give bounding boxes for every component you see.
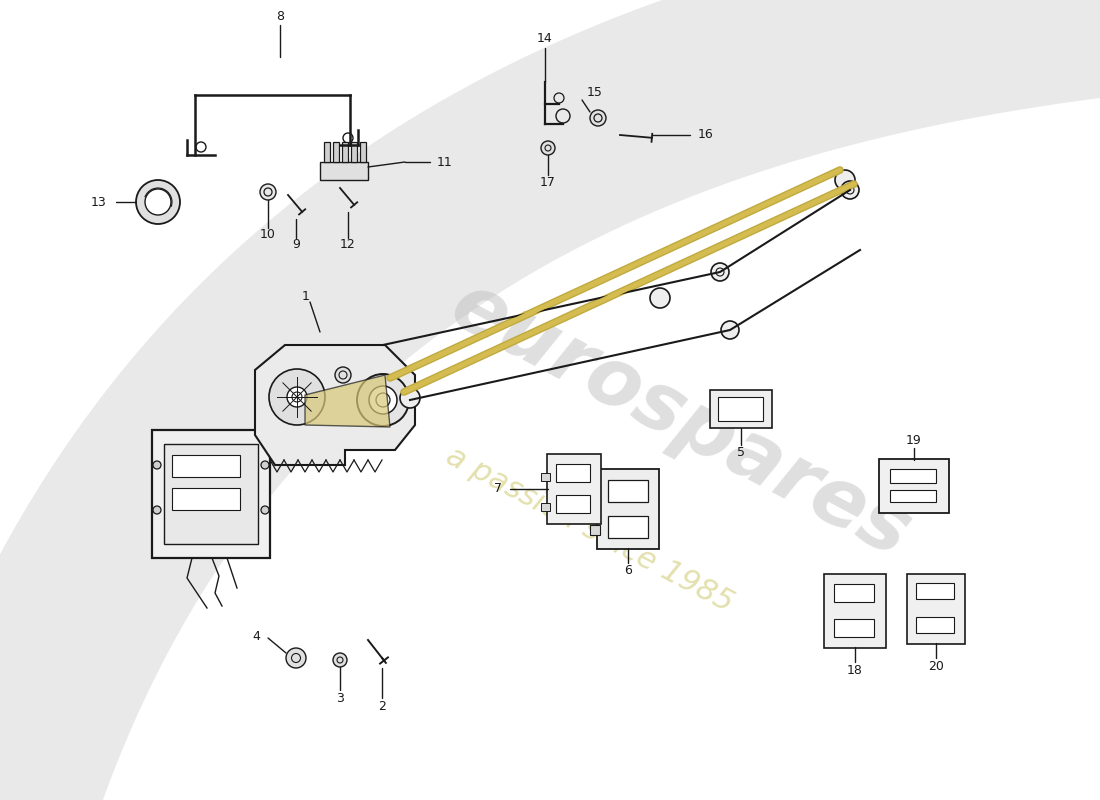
Text: 9: 9 (293, 238, 300, 251)
Circle shape (260, 184, 276, 200)
Circle shape (541, 141, 556, 155)
FancyBboxPatch shape (879, 459, 949, 513)
Bar (890, 490, 936, 502)
Circle shape (336, 367, 351, 383)
FancyBboxPatch shape (547, 454, 601, 524)
Bar (164, 444, 258, 544)
Circle shape (145, 189, 170, 215)
Text: 8: 8 (276, 10, 284, 23)
Bar (608, 480, 648, 502)
Circle shape (358, 374, 409, 426)
Bar (916, 617, 954, 633)
Bar (172, 455, 240, 477)
Text: 10: 10 (260, 229, 276, 242)
Bar (333, 142, 339, 162)
Text: 19: 19 (906, 434, 922, 446)
Text: 20: 20 (928, 659, 944, 673)
Polygon shape (255, 345, 415, 465)
Circle shape (842, 181, 859, 199)
Text: eurospares: eurospares (437, 266, 923, 574)
Bar (834, 584, 874, 602)
Circle shape (400, 388, 420, 408)
Text: 5: 5 (737, 446, 745, 459)
Circle shape (287, 387, 307, 407)
Circle shape (590, 110, 606, 126)
Circle shape (286, 648, 306, 668)
Polygon shape (305, 375, 390, 427)
Text: 7: 7 (494, 482, 502, 495)
Text: 16: 16 (698, 129, 714, 142)
Text: a passion since 1985: a passion since 1985 (441, 442, 738, 618)
Bar (710, 390, 772, 428)
Bar (590, 490, 600, 500)
Circle shape (720, 321, 739, 339)
Bar (541, 503, 550, 511)
Bar (152, 430, 270, 558)
Circle shape (261, 461, 270, 469)
Bar (360, 142, 366, 162)
Bar (834, 619, 874, 637)
Bar (324, 142, 330, 162)
Circle shape (368, 386, 397, 414)
Bar (556, 464, 590, 482)
Circle shape (650, 288, 670, 308)
Text: 13: 13 (90, 195, 106, 209)
Bar (541, 473, 550, 481)
Circle shape (333, 653, 346, 667)
Text: 14: 14 (537, 31, 553, 45)
Text: 3: 3 (337, 691, 344, 705)
Bar (608, 516, 648, 538)
Circle shape (711, 263, 729, 281)
Bar (342, 142, 348, 162)
Circle shape (835, 170, 855, 190)
FancyBboxPatch shape (597, 469, 659, 549)
Circle shape (261, 506, 270, 514)
Bar (351, 142, 358, 162)
Text: 6: 6 (624, 565, 631, 578)
Bar (590, 525, 600, 535)
Text: 17: 17 (540, 177, 556, 190)
FancyBboxPatch shape (908, 574, 965, 644)
FancyBboxPatch shape (824, 574, 886, 648)
Text: 1: 1 (302, 290, 310, 302)
Text: 11: 11 (437, 155, 453, 169)
Circle shape (153, 461, 161, 469)
Circle shape (136, 180, 180, 224)
Bar (320, 162, 368, 180)
Text: 15: 15 (587, 86, 603, 98)
Bar (556, 495, 590, 513)
Text: 2: 2 (378, 699, 386, 713)
Circle shape (153, 506, 161, 514)
Text: 4: 4 (252, 630, 260, 642)
Bar (890, 469, 936, 483)
Text: 12: 12 (340, 238, 356, 251)
Bar (916, 583, 954, 599)
Text: 18: 18 (847, 663, 862, 677)
Bar (718, 397, 763, 421)
Bar (172, 488, 240, 510)
Circle shape (270, 369, 324, 425)
